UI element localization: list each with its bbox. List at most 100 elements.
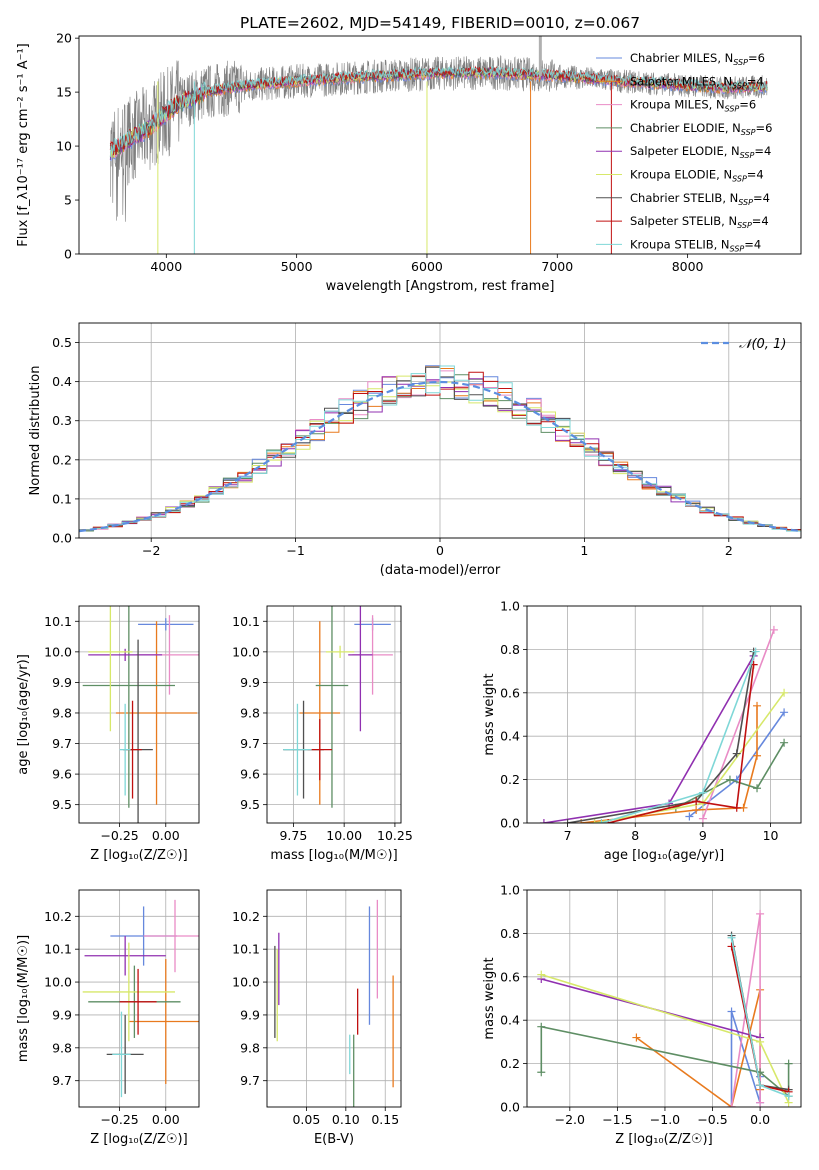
y-tick-label: 0.6 — [500, 685, 520, 700]
panel-mass_vs_EBV: 0.05 0.10 0.15 9.7 9.8 9.9 10.0 10.1 10.2 E(B-V) — [232, 889, 402, 1147]
y-tick-label: 10 — [56, 139, 72, 154]
y-tick-label: 1.0 — [500, 599, 520, 614]
y-tick-label: 9.9 — [240, 1007, 260, 1022]
y-tick-label: 10.0 — [44, 975, 72, 990]
y-tick-label: 0.6 — [500, 969, 520, 984]
y-tick-label: 10.2 — [232, 909, 260, 924]
legend-entry: Salpeter MILES, NSSP=4 — [630, 74, 764, 90]
legend-entry: Kroupa STELIB, NSSP=4 — [630, 237, 761, 253]
series-marker — [537, 1068, 546, 1077]
legend-entry: Chabrier ELODIE, NSSP=6 — [630, 121, 772, 137]
series-marker — [727, 1007, 736, 1016]
x-tick-label: 0.00 — [152, 1112, 180, 1127]
series-marker — [756, 1037, 765, 1046]
series-marker — [732, 749, 741, 758]
plot-area — [109, 36, 768, 254]
y-tick-label: 9.8 — [240, 1040, 260, 1055]
x-tick-label: 10 — [763, 828, 779, 843]
axes-frame — [526, 605, 802, 824]
series-marker — [537, 970, 546, 979]
x-tick-label: −1 — [286, 543, 304, 558]
series-marker — [725, 775, 734, 784]
y-tick-label: 0 — [64, 247, 72, 262]
x-tick-label: −0.25 — [100, 1112, 138, 1127]
x-tick-label: −1.5 — [602, 1112, 632, 1127]
series-marker — [784, 1092, 793, 1101]
x-tick-label: 10.25 — [377, 828, 413, 843]
plot-area — [82, 606, 199, 823]
y-tick-label: 10.0 — [44, 644, 72, 659]
y-tick-label: 0.3 — [52, 413, 72, 428]
x-tick-label: 9 — [699, 828, 707, 843]
legend-entry-label: Chabrier ELODIE, N — [630, 121, 741, 135]
legend-entry-label: Salpeter STELIB, N — [630, 214, 737, 228]
series-marker — [698, 814, 707, 823]
legend-entry: Salpeter ELODIE, NSSP=4 — [630, 144, 771, 160]
x-tick-label: −0.25 — [100, 828, 138, 843]
y-axis-label: mass weight — [482, 673, 497, 755]
y-tick-label: 9.5 — [240, 797, 260, 812]
panel-residuals: 𝒩(0, 1) −2 −1 0 1 2 0.0 0.1 0.2 0.3 0.4 0.5 (data-mo… — [28, 322, 802, 578]
axes-frame — [266, 889, 402, 1108]
axes-frame — [266, 605, 402, 824]
legend-entry-label: Chabrier MILES, N — [630, 51, 733, 65]
x-tick-label: −0.5 — [697, 1112, 727, 1127]
x-tick-label: −2 — [142, 543, 160, 558]
y-tick-label: 9.8 — [52, 1040, 72, 1055]
series-marker — [727, 1103, 736, 1107]
series-line — [567, 651, 755, 823]
plot-area — [274, 899, 394, 1107]
legend-entry-sub: SSP — [733, 58, 748, 67]
y-tick-label: 0.2 — [500, 1056, 520, 1071]
series-marker — [784, 1059, 793, 1068]
y-tick-label: 0.2 — [52, 452, 72, 467]
x-tick-label: 0.05 — [292, 1112, 320, 1127]
y-tick-label: 9.9 — [52, 1007, 72, 1022]
y-tick-label: 10.1 — [232, 614, 260, 629]
y-tick-label: 0.0 — [52, 531, 72, 546]
series-marker — [756, 909, 765, 918]
y-tick-label: 0.0 — [500, 816, 520, 831]
panel-mass_weight_vs_Z: −2.0 −1.5 −1.0 −0.5 0.0 0.0 0.2 0.4 0.6 0.8 1.0 Z [… — [482, 883, 802, 1147]
legend-entry-sub: SSP — [732, 81, 747, 90]
series-marker — [739, 803, 748, 812]
y-tick-label: 0.1 — [52, 491, 72, 506]
x-tick-label: 0.15 — [371, 1112, 399, 1127]
panel-age_vs_Z: −0.25 0.00 9.5 9.6 9.7 9.8 9.9 10.0 10.1 Z [log₁₀… — [16, 605, 200, 863]
y-tick-label: 9.6 — [52, 767, 72, 782]
y-tick-label: 1.0 — [500, 883, 520, 898]
x-tick-label: 0 — [436, 543, 444, 558]
legend-entry-label: Salpeter MILES, N — [630, 74, 732, 88]
legend-entry-label: Kroupa STELIB, N — [630, 237, 730, 251]
y-tick-label: 10.0 — [232, 644, 260, 659]
x-axis-label: Z [log₁₀(Z/Z☉)] — [90, 1132, 187, 1147]
y-tick-label: 0.2 — [500, 772, 520, 787]
x-tick-label: 8 — [631, 828, 639, 843]
legend-entry: Kroupa MILES, NSSP=6 — [630, 98, 756, 114]
series-marker — [692, 797, 701, 806]
legend-entry-label: Salpeter ELODIE, N — [630, 144, 740, 158]
series-marker — [756, 1081, 765, 1090]
series-marker — [727, 942, 736, 951]
legend-entry-sub: SSP — [732, 175, 747, 184]
series-marker — [698, 788, 707, 797]
legend-entry-label: Kroupa ELODIE, N — [630, 168, 732, 182]
plot-area — [537, 909, 793, 1107]
y-tick-label: 10.2 — [44, 909, 72, 924]
legend-entry-label: Chabrier STELIB, N — [630, 191, 738, 205]
legend-entry-suffix: =6 — [756, 121, 773, 135]
x-tick-label: 0.00 — [152, 828, 180, 843]
legend-entry: Chabrier MILES, NSSP=6 — [630, 51, 765, 67]
series-marker — [727, 933, 736, 942]
model-spectrum-line — [109, 65, 768, 157]
legend-entry-suffix: =4 — [753, 191, 770, 205]
series-marker — [632, 1033, 641, 1042]
y-tick-label: 10.0 — [232, 975, 260, 990]
x-tick-label: 4000 — [150, 259, 182, 274]
legend-entry-label: Kroupa MILES, N — [630, 98, 725, 112]
series-marker — [751, 647, 760, 656]
y-tick-label: 9.7 — [240, 736, 260, 751]
y-tick-label: 9.7 — [240, 1073, 260, 1088]
y-tick-label: 9.7 — [52, 736, 72, 751]
